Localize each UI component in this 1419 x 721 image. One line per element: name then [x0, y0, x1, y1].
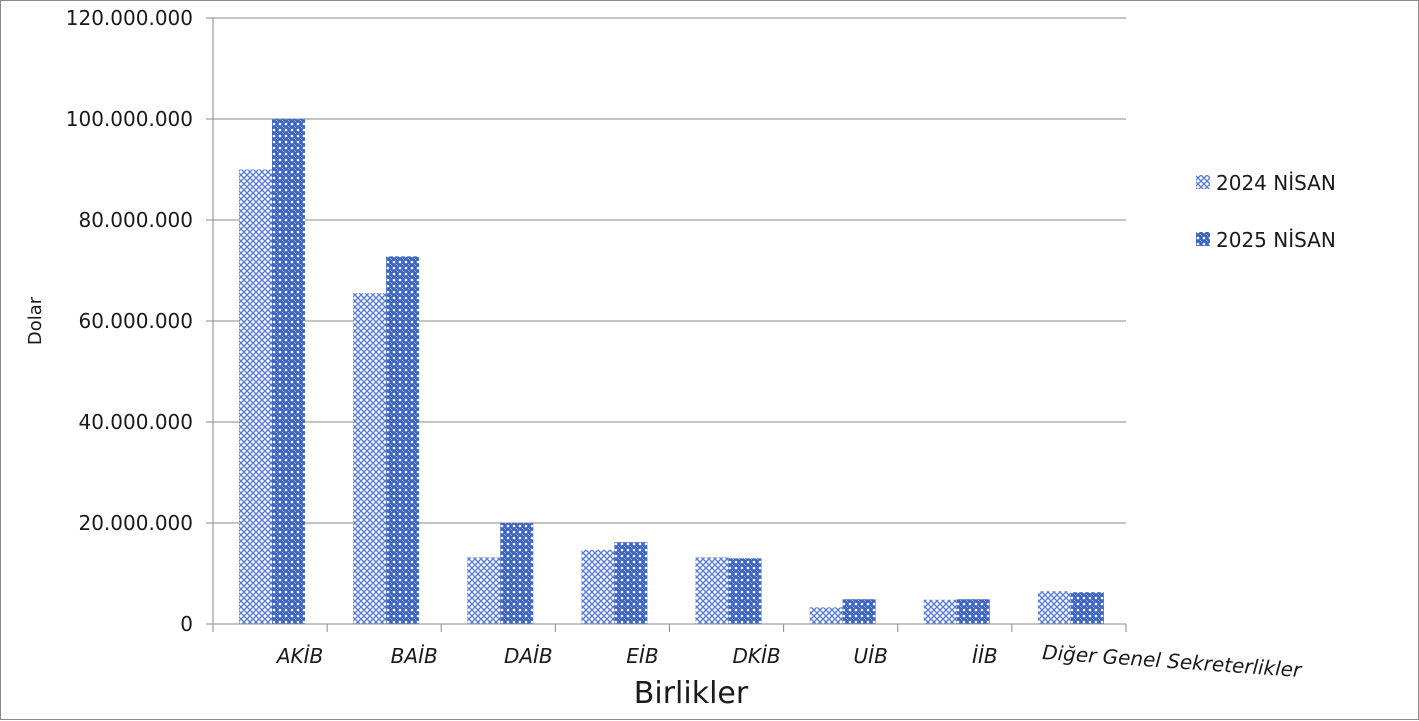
grid-lines: [213, 17, 1126, 524]
legend: 2024 NİSAN 2025 NİSAN: [1196, 171, 1336, 252]
x-axis-label: Birlikler: [634, 676, 749, 711]
y-tick-label: 40.000.000: [78, 410, 193, 434]
bar-2025: [272, 119, 305, 624]
bar-2025: [1070, 592, 1104, 624]
x-tick-label: UİB: [854, 644, 888, 668]
x-tick-label: DAİB: [504, 644, 553, 668]
y-tick-label: 0: [180, 612, 193, 636]
y-tick-label: 100.000.000: [66, 107, 193, 131]
bar-2025: [386, 256, 420, 624]
legend-label-2025: 2025 NİSAN: [1216, 228, 1336, 252]
bar-2024: [809, 607, 843, 624]
bar-2025: [842, 599, 876, 624]
x-tick-label: DKİB: [732, 644, 780, 668]
bar-2024: [923, 599, 957, 624]
bar-2025: [728, 558, 762, 624]
x-tick-label: EİB: [626, 644, 658, 668]
bar-2025: [614, 542, 648, 624]
bar-2024: [695, 557, 729, 624]
bar-2024: [581, 549, 615, 624]
x-tick-label: Diğer Genel Sekreterlikler: [1042, 640, 1304, 682]
legend-swatch-2025: [1196, 232, 1210, 246]
bar-2024: [239, 169, 272, 624]
bar-2024: [353, 293, 387, 624]
bar-2024: [1037, 591, 1071, 624]
y-tick-label: 120.000.000: [66, 6, 193, 30]
y-tick-label: 80.000.000: [78, 208, 193, 232]
x-tick-label: BAİB: [391, 644, 438, 668]
bar-2024: [467, 557, 501, 624]
tick-labels: 0 20.000.000 40.000.000 60.000.000 80.000.00…: [66, 6, 1304, 682]
x-tick-label: AKİB: [275, 644, 323, 668]
bars: [239, 119, 1104, 624]
y-axis-label: Dolar: [25, 296, 46, 345]
legend-swatch-2024: [1196, 175, 1210, 189]
y-tick-label: 60.000.000: [78, 309, 193, 333]
bar-2025: [500, 523, 534, 624]
legend-label-2024: 2024 NİSAN: [1216, 171, 1336, 195]
x-tick-label: İİB: [972, 644, 998, 668]
y-tick-label: 20.000.000: [78, 511, 193, 535]
axes: [206, 17, 1127, 632]
bar-2025: [956, 599, 990, 624]
